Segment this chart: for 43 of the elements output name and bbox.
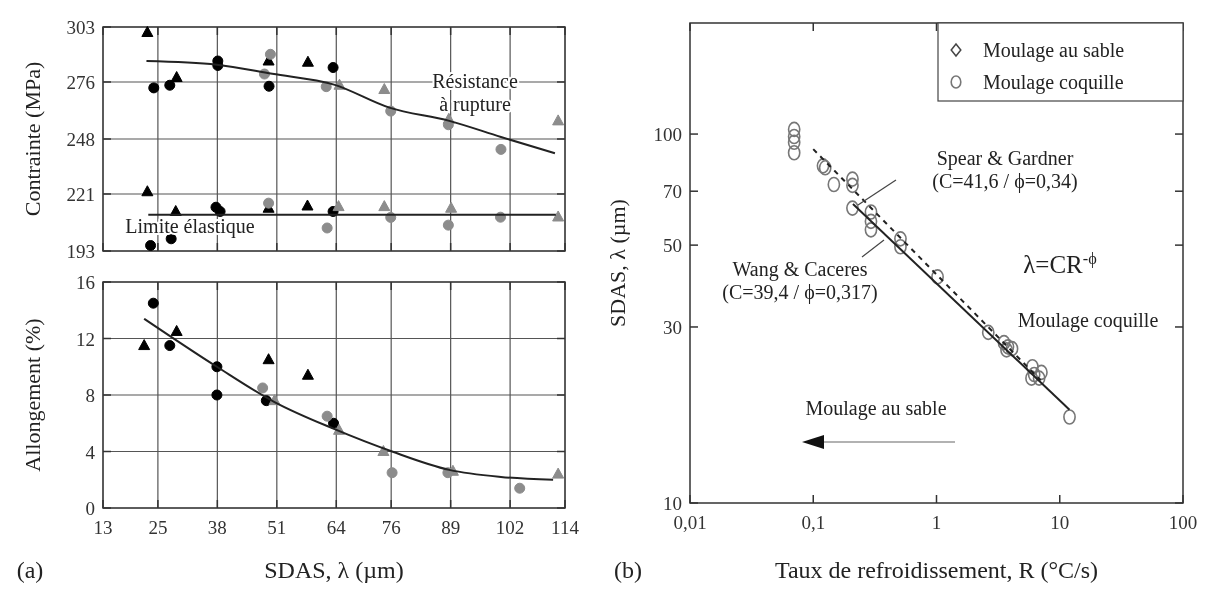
x-tick-label: 114	[551, 517, 580, 538]
y-tick-label: 10	[663, 493, 682, 514]
x-tick-label: 51	[267, 517, 287, 538]
y-tick-label: 248	[66, 129, 95, 150]
legend-label: Moulage coquille	[983, 71, 1124, 94]
y-tick-label: 303	[66, 17, 95, 38]
annotation: Moulage coquille	[1017, 309, 1159, 332]
annotation: λ=CR$^{-ϕ}$	[1023, 250, 1097, 278]
y-tick-label: 30	[663, 316, 682, 338]
y-tick-label: 193	[66, 241, 95, 262]
y-tick-label: 221	[66, 183, 95, 205]
y-tick-label: 12	[76, 328, 95, 350]
y-axis-title: SDAS, λ (µm)	[605, 199, 630, 327]
x-tick-label: 64	[326, 517, 347, 538]
y-tick-label: 0	[85, 498, 95, 519]
y-tick-label: 70	[663, 181, 682, 203]
legend-label: Moulage au sable	[983, 39, 1125, 62]
y-tick-label: 16	[76, 272, 95, 293]
x-tick-label: 10	[1050, 512, 1070, 533]
x-tick-label: 25	[148, 517, 168, 538]
y-tick-label: 4	[85, 441, 96, 463]
x-tick-label: 89	[441, 517, 461, 538]
x-tick-label: 0,01	[673, 512, 707, 533]
x-tick-label: 38	[207, 517, 227, 538]
y-tick-label: 276	[66, 71, 95, 93]
x-tick-label: 100	[1168, 512, 1198, 533]
y-axis-title: Contrainte (MPa)	[20, 61, 45, 217]
x-axis-title: Taux de refroidissement, R (°C/s)	[774, 557, 1099, 583]
x-tick-label: 1	[931, 512, 942, 533]
x-axis-title: SDAS, λ (µm)	[264, 557, 404, 583]
y-tick-label: 8	[85, 385, 95, 406]
text: (a)	[16, 557, 44, 583]
text: (b)	[614, 557, 642, 583]
x-tick-label: 13	[93, 517, 113, 538]
x-tick-label: 102	[495, 517, 525, 538]
y-tick-label: 100	[653, 124, 682, 146]
annotation: Spear & Gardner (C=41,6 / ϕ=0,34)	[932, 147, 1078, 193]
x-tick-label: 0,1	[801, 512, 826, 533]
annotation: Wang & Caceres (C=39,4 / ϕ=0,317)	[722, 258, 878, 304]
annotation: Moulage au sable	[805, 397, 947, 420]
y-tick-label: 50	[663, 235, 682, 257]
x-tick-label: 76	[381, 517, 401, 538]
y-axis-title: Allongement (%)	[20, 318, 45, 472]
